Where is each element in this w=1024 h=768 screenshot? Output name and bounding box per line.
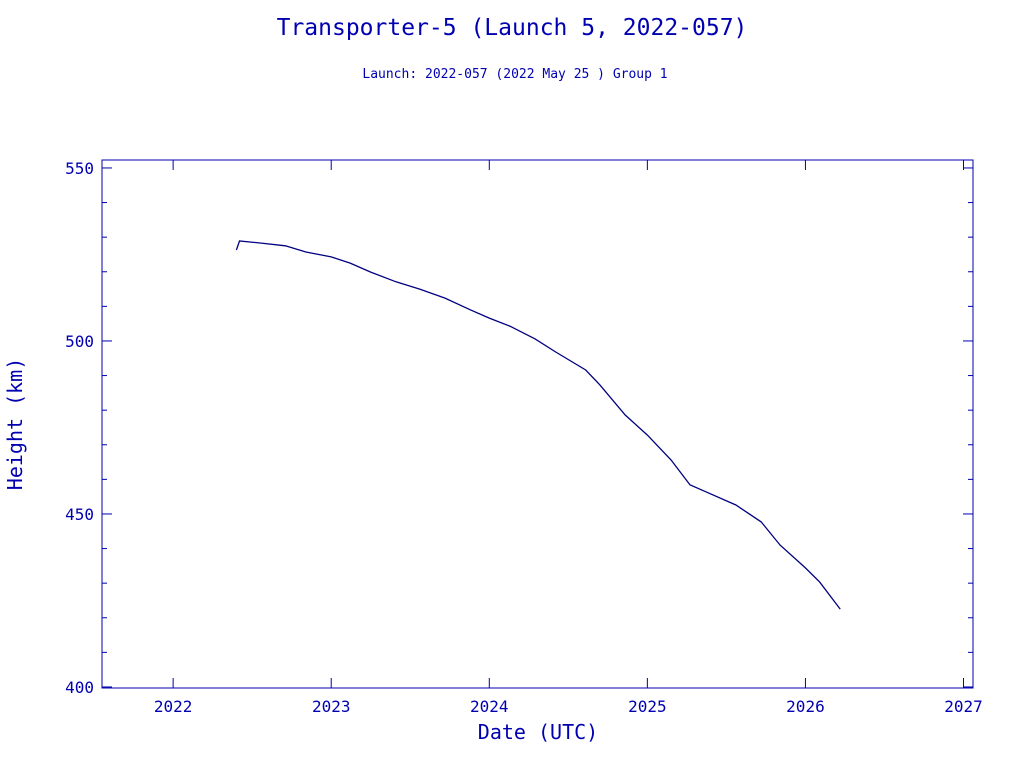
y-tick-label: 450 xyxy=(65,505,94,524)
x-tick-label: 2023 xyxy=(312,697,351,716)
x-tick-label: 2027 xyxy=(944,697,983,716)
series-line-height xyxy=(235,240,841,610)
y-tick-label: 500 xyxy=(65,332,94,351)
x-tick-label: 2025 xyxy=(628,697,667,716)
x-tick-label: 2026 xyxy=(786,697,825,716)
y-axis-label: Height (km) xyxy=(3,358,27,490)
x-tick-label: 2022 xyxy=(154,697,193,716)
x-tick-label: 2024 xyxy=(470,697,509,716)
chart-title: Transporter-5 (Launch 5, 2022-057) xyxy=(276,15,748,41)
y-tick-label: 400 xyxy=(65,678,94,697)
plot-frame xyxy=(101,159,974,689)
chart-subtitle: Launch: 2022-057 (2022 May 25 ) Group 1 xyxy=(362,67,668,82)
y-tick-label: 550 xyxy=(65,159,94,178)
x-axis-label: Date (UTC) xyxy=(478,720,598,744)
